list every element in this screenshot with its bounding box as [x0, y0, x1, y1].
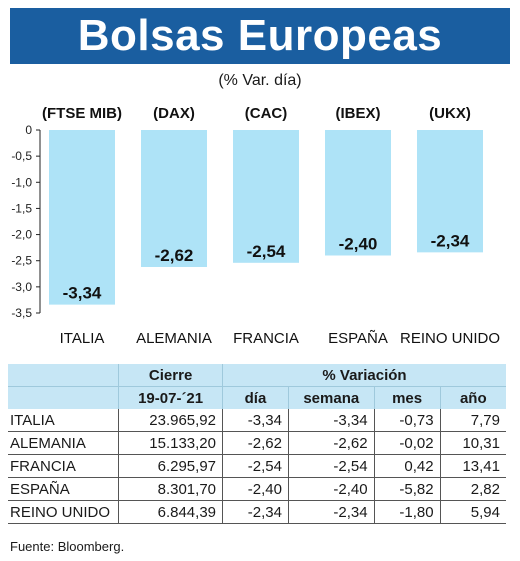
cell-ano: 5,94 — [440, 500, 506, 524]
y-tick-label: -1,5 — [11, 201, 32, 215]
cell-semana: -2,62 — [288, 431, 375, 455]
category-label: ITALIA — [60, 330, 105, 347]
cell-semana: -3,34 — [288, 409, 375, 432]
bar-alemania — [141, 130, 207, 267]
row-name: ESPAÑA — [8, 477, 120, 501]
header-variacion: % Variación — [222, 364, 506, 387]
index-label: (UKX) — [429, 105, 471, 122]
cell-cierre: 8.301,70 — [118, 477, 223, 501]
y-tick-label: -0,5 — [11, 149, 32, 163]
index-label: (IBEX) — [336, 105, 381, 122]
table-row: FRANCIA 6.295,97 -2,54 -2,54 0,42 13,41 — [8, 454, 506, 478]
cell-mes: -0,02 — [374, 431, 441, 455]
y-tick-label: -3,5 — [11, 306, 32, 320]
bar-españa — [325, 130, 391, 256]
table-row: ITALIA 23.965,92 -3,34 -3,34 -0,73 7,79 — [8, 409, 506, 432]
title-banner: Bolsas Europeas — [10, 8, 510, 64]
cell-dia: -2,62 — [222, 431, 289, 455]
cell-cierre: 15.133,20 — [118, 431, 223, 455]
cell-semana: -2,34 — [288, 500, 375, 524]
cell-dia: -2,40 — [222, 477, 289, 501]
header-mes: mes — [374, 386, 441, 409]
bar-italia — [49, 130, 115, 305]
table-row: ALEMANIA 15.133,20 -2,62 -2,62 -0,02 10,31 — [8, 431, 506, 455]
y-tick-label: -3,0 — [11, 280, 32, 294]
table-row: ESPAÑA 8.301,70 -2,40 -2,40 -5,82 2,82 — [8, 477, 506, 501]
y-tick-label: -2,0 — [11, 228, 32, 242]
cell-cierre: 23.965,92 — [118, 409, 223, 432]
cell-dia: -2,54 — [222, 454, 289, 478]
table-header-row-1: Cierre % Variación — [8, 364, 506, 387]
category-label: ALEMANIA — [136, 330, 212, 347]
cell-ano: 2,82 — [440, 477, 506, 501]
category-label: ESPAÑA — [328, 330, 388, 347]
table-row: REINO UNIDO 6.844,39 -2,34 -2,34 -1,80 5,94 — [8, 500, 506, 524]
bar-value-label: -2,62 — [155, 246, 194, 265]
cell-semana: -2,40 — [288, 477, 375, 501]
row-name: REINO UNIDO — [8, 500, 120, 524]
cell-ano: 13,41 — [440, 454, 506, 478]
header-ano: año — [440, 386, 506, 409]
cell-mes: 0,42 — [374, 454, 441, 478]
cell-mes: -1,80 — [374, 500, 441, 524]
header-date: 19-07-´21 — [118, 386, 223, 409]
header-blank — [8, 364, 120, 387]
bar-reino-unido — [417, 130, 483, 253]
chart-subtitle: (% Var. día) — [218, 72, 302, 89]
page-title: Bolsas Europeas — [77, 11, 443, 60]
bar-value-label: -2,34 — [431, 231, 470, 250]
index-label: (DAX) — [153, 105, 195, 122]
header-blank-2 — [8, 386, 120, 409]
category-label: FRANCIA — [233, 330, 299, 347]
cell-dia: -3,34 — [222, 409, 289, 432]
cell-ano: 7,79 — [440, 409, 506, 432]
cell-dia: -2,34 — [222, 500, 289, 524]
category-label: REINO UNIDO — [400, 330, 500, 347]
y-tick-label: 0 — [25, 123, 32, 137]
header-cierre: Cierre — [118, 364, 223, 387]
table-header-row-2: 19-07-´21 día semana mes año — [8, 386, 506, 409]
cell-semana: -2,54 — [288, 454, 375, 478]
y-tick-label: -1,0 — [11, 175, 32, 189]
cell-cierre: 6.844,39 — [118, 500, 223, 524]
bar-value-label: -2,54 — [247, 242, 286, 261]
bar-value-label: -2,40 — [339, 234, 378, 253]
y-tick-label: -2,5 — [11, 254, 32, 268]
cell-mes: -5,82 — [374, 477, 441, 501]
header-semana: semana — [288, 386, 375, 409]
row-name: FRANCIA — [8, 454, 120, 478]
header-dia: día — [222, 386, 289, 409]
bar-chart: 0 -0,5 -1,0 -1,5 -2,0 -2,5 -3,0 -3,5 -3,34 (FTSE … — [11, 105, 500, 347]
bar-value-label: -3,34 — [63, 284, 102, 303]
source-note: Fuente: Bloomberg. — [10, 539, 125, 554]
data-table: Cierre % Variación 19-07-´21 día semana … — [8, 364, 506, 524]
cell-ano: 10,31 — [440, 431, 506, 455]
index-label: (FTSE MIB) — [42, 105, 122, 122]
row-name: ALEMANIA — [8, 431, 120, 455]
cell-cierre: 6.295,97 — [118, 454, 223, 478]
bar-francia — [233, 130, 299, 263]
cell-mes: -0,73 — [374, 409, 441, 432]
row-name: ITALIA — [8, 409, 120, 432]
index-label: (CAC) — [245, 105, 288, 122]
